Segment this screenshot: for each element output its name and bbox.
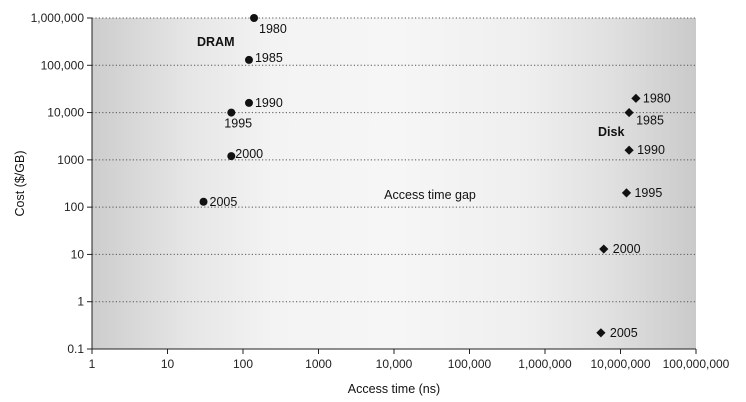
dram-point-label: 2000 bbox=[235, 147, 263, 161]
disk-point-label: 2005 bbox=[610, 326, 638, 340]
y-tick-label: 0.1 bbox=[67, 342, 84, 356]
series-label-dram: DRAM bbox=[197, 35, 235, 49]
y-tick-label: 100 bbox=[64, 200, 84, 214]
dram-point-label: 1985 bbox=[255, 51, 283, 65]
disk-point-label: 1990 bbox=[637, 143, 665, 157]
dram-point-label: 2005 bbox=[210, 195, 238, 209]
y-tick-label: 1000 bbox=[57, 153, 84, 167]
dram-point bbox=[227, 108, 236, 117]
y-axis-title: Cost ($/GB) bbox=[13, 151, 27, 217]
y-tick-label: 1 bbox=[77, 295, 84, 309]
disk-point bbox=[624, 107, 634, 118]
annotation-access-time-gap: Access time gap bbox=[384, 188, 476, 202]
x-ticks: 1 10 100 1000 10,000 100,000 1,000,000 10,000,0… bbox=[89, 349, 730, 371]
x-tick-label: 10,000,000 bbox=[590, 357, 650, 371]
y-tick-label: 10 bbox=[71, 247, 85, 261]
disk-point bbox=[596, 328, 606, 338]
x-tick-label: 100,000 bbox=[448, 357, 492, 371]
disk-point bbox=[631, 93, 641, 103]
grid bbox=[92, 17, 696, 303]
dram-point-label: 1995 bbox=[224, 117, 252, 131]
y-tick-label: 1,000,000 bbox=[31, 11, 85, 25]
x-axis-title: Access time (ns) bbox=[348, 382, 440, 396]
disk-point bbox=[624, 145, 634, 155]
disk-point bbox=[599, 244, 609, 254]
y-ticks: 0.1 1 10 100 1000 10,000 100,000 1,000,000 bbox=[31, 11, 92, 356]
data-points: 1980198519901995200020051980198519901995… bbox=[199, 14, 671, 340]
x-tick-label: 100,000,000 bbox=[663, 357, 730, 371]
disk-point-label: 1980 bbox=[643, 91, 671, 105]
dram-point bbox=[227, 152, 236, 161]
x-tick-label: 1000 bbox=[305, 357, 332, 371]
dram-point-label: 1990 bbox=[255, 96, 283, 110]
dram-point bbox=[244, 55, 253, 64]
x-tick-label: 10,000 bbox=[376, 357, 413, 371]
disk-point-label: 1995 bbox=[634, 186, 662, 200]
plot-area bbox=[92, 18, 696, 349]
x-tick-label: 1 bbox=[89, 357, 96, 371]
disk-point bbox=[621, 188, 632, 198]
dram-point bbox=[244, 98, 253, 107]
series-label-disk: Disk bbox=[598, 125, 624, 139]
disk-point-label: 1985 bbox=[636, 114, 664, 128]
dram-point-label: 1980 bbox=[259, 22, 287, 36]
x-tick-label: 1,000,000 bbox=[518, 357, 572, 371]
y-tick-label: 100,000 bbox=[41, 58, 85, 72]
dram-point bbox=[250, 14, 259, 22]
y-tick-label: 10,000 bbox=[47, 106, 84, 120]
x-tick-label: 100 bbox=[233, 357, 253, 371]
dram-point bbox=[199, 197, 208, 206]
disk-point-label: 2000 bbox=[613, 242, 641, 256]
x-tick-label: 10 bbox=[161, 357, 175, 371]
